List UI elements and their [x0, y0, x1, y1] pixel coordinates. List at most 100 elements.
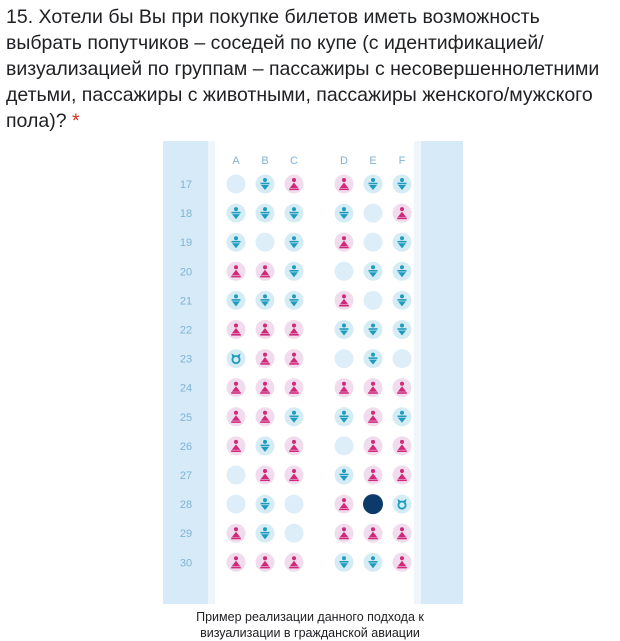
seat-29a-female-passenger	[226, 523, 246, 543]
caption-line-1: Пример реализации данного подхода к	[196, 610, 424, 624]
seat-21c-male-passenger	[284, 290, 304, 310]
seat-21d-female-passenger	[334, 290, 354, 310]
seat-17e-male-passenger	[363, 174, 383, 194]
seat-22f-male-passenger	[392, 320, 412, 339]
seat-22c-female-passenger	[284, 320, 304, 339]
seat-17a-empty-seat	[226, 174, 246, 194]
seat-28c-empty-seat	[284, 494, 304, 514]
column-label-d: D	[340, 155, 348, 167]
seat-30f-female-passenger	[392, 552, 412, 572]
row-label-28: 28	[180, 499, 192, 511]
seat-29d-female-passenger	[334, 523, 354, 543]
seat-19b-empty-seat	[255, 232, 275, 252]
seat-22a-female-passenger	[226, 320, 246, 339]
row-label-24: 24	[180, 383, 192, 395]
row-label-27: 27	[180, 470, 192, 482]
question-title: 15. Хотели бы Вы при покупке билетов име…	[6, 4, 610, 134]
question-text: 15. Хотели бы Вы при покупке билетов име…	[6, 6, 600, 132]
seat-20e-male-passenger	[363, 261, 383, 281]
seat-30b-female-passenger	[255, 552, 275, 572]
seat-19c-male-passenger	[284, 232, 304, 252]
seat-26a-female-passenger	[226, 436, 246, 456]
row-label-19: 19	[180, 237, 192, 249]
seat-28f-passenger-with-animal	[392, 494, 412, 514]
seat-25d-male-passenger	[334, 407, 354, 427]
cabin-wall-left	[163, 141, 208, 604]
seat-22d-male-passenger	[334, 320, 354, 339]
cabin-wall-right	[421, 141, 463, 604]
seat-24c-female-passenger	[284, 378, 304, 398]
seat-29f-female-passenger	[392, 523, 412, 543]
column-label-a: A	[232, 155, 240, 167]
seat-25c-male-passenger	[284, 407, 304, 427]
seat-26b-male-passenger	[255, 436, 275, 456]
seat-27d-male-passenger	[334, 465, 354, 485]
cabin-aisle-right-edge	[414, 141, 421, 604]
seat-23e-male-passenger	[363, 349, 383, 369]
column-label-f: F	[399, 155, 406, 167]
seat-21b-male-passenger	[255, 290, 275, 310]
column-labels: A B C D E F	[232, 155, 405, 167]
seat-27a-empty-seat	[226, 465, 246, 485]
column-label-b: B	[261, 155, 268, 167]
seat-19d-female-passenger	[334, 232, 354, 252]
seat-23f-empty-seat	[392, 349, 412, 369]
required-asterisk: *	[71, 110, 80, 132]
seat-24d-female-passenger	[334, 378, 354, 398]
seat-26c-female-passenger	[284, 436, 304, 456]
seat-27e-female-passenger	[363, 465, 383, 485]
seat-25e-female-passenger	[363, 407, 383, 427]
seat-26d-empty-seat	[334, 436, 354, 456]
seat-30e-male-passenger	[363, 552, 383, 572]
seat-29c-empty-seat	[284, 523, 304, 543]
seat-18b-male-passenger	[255, 203, 275, 223]
seat-21a-male-passenger	[226, 290, 246, 310]
row-label-20: 20	[180, 266, 192, 278]
seat-18a-male-passenger	[226, 203, 246, 223]
seat-21f-male-passenger	[392, 290, 412, 310]
seat-18f-female-passenger	[392, 203, 412, 223]
seat-27f-female-passenger	[392, 465, 412, 485]
seat-20a-female-passenger	[226, 261, 246, 281]
seat-28a-empty-seat	[226, 494, 246, 514]
seat-23a-passenger-with-animal	[226, 349, 246, 369]
seat-17b-male-passenger	[255, 174, 275, 194]
seat-23d-empty-seat	[334, 349, 354, 369]
seat-19a-male-passenger	[226, 232, 246, 252]
cabin-aisle-left-edge	[208, 141, 215, 604]
row-label-17: 17	[180, 179, 192, 191]
row-label-18: 18	[180, 208, 192, 220]
seat-23c-female-passenger	[284, 349, 304, 369]
seat-24f-female-passenger	[392, 378, 412, 398]
seat-20b-female-passenger	[255, 261, 275, 281]
seat-30d-male-passenger	[334, 552, 354, 572]
seat-24e-female-passenger	[363, 378, 383, 398]
seat-26e-female-passenger	[363, 436, 383, 456]
column-label-c: C	[290, 155, 298, 167]
seat-26f-female-passenger	[392, 436, 412, 456]
row-label-26: 26	[180, 441, 192, 453]
seat-28b-male-passenger	[255, 494, 275, 514]
column-label-e: E	[369, 155, 376, 167]
seat-22e-male-passenger	[363, 320, 383, 339]
row-label-22: 22	[180, 325, 192, 337]
seat-28e-selected-seat	[363, 494, 383, 515]
seat-19f-male-passenger	[392, 232, 412, 252]
seat-20f-male-passenger	[392, 261, 412, 281]
seat-27b-female-passenger	[255, 465, 275, 485]
seat-30c-female-passenger	[284, 552, 304, 572]
seat-27c-female-passenger	[284, 465, 304, 485]
row-label-21: 21	[180, 295, 192, 307]
caption-line-2: визуализации в гражданской авиации	[200, 626, 420, 640]
seat-30a-female-passenger	[226, 552, 246, 572]
seat-24b-female-passenger	[255, 378, 275, 398]
seat-20c-male-passenger	[284, 261, 304, 281]
row-label-25: 25	[180, 412, 192, 424]
row-label-30: 30	[180, 557, 192, 569]
seat-23b-female-passenger	[255, 349, 275, 369]
seat-17f-male-passenger	[392, 174, 412, 194]
seat-19e-empty-seat	[363, 232, 383, 252]
seat-24a-female-passenger	[226, 378, 246, 398]
image-caption: Пример реализации данного подхода к визу…	[160, 609, 460, 641]
seat-map-image: A B C D E F 17 18 19 20 21 22 23 24 25 26 27 28 29 30	[163, 141, 463, 604]
